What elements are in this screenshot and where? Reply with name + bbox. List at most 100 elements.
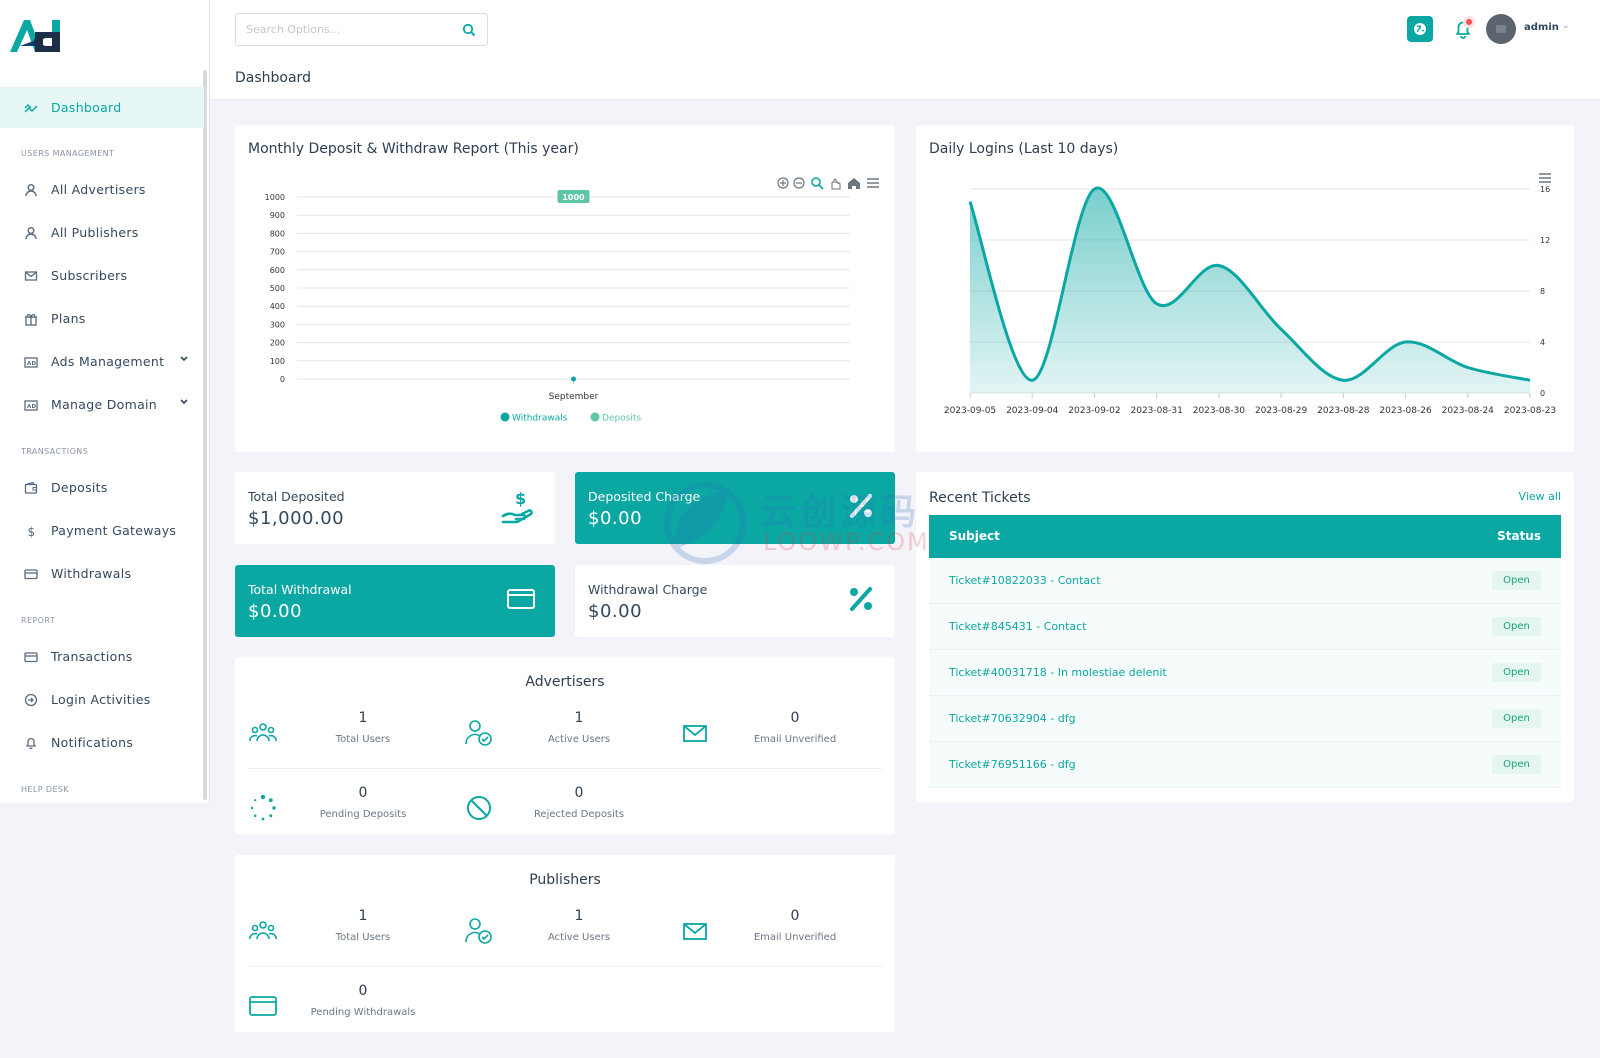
sidebar-item-label: Manage Domain <box>51 397 158 412</box>
sidebar-item-all-publishers[interactable]: All Publishers <box>0 211 204 254</box>
pending-withdrawals-label: Pending Withdrawals <box>310 1007 416 1018</box>
chart-menu-icon[interactable] <box>1539 173 1551 183</box>
sidebar-item-manage-domain[interactable]: AD Manage Domain <box>0 383 204 426</box>
active-users-stat: 1 Active Users <box>464 893 679 967</box>
publishers-row-1: 1 Total Users 1 Active Users 0 Email Unv… <box>248 893 882 967</box>
user-check-icon <box>464 718 494 748</box>
status-column-header: Status <box>1497 529 1541 543</box>
withdrawal-charge-value: $0.00 <box>588 601 643 622</box>
sidebar-item-notifications[interactable]: Notifications <box>0 721 204 764</box>
sidebar: Dashboard USERS MANAGEMENT All Advertisers… <box>0 0 210 803</box>
magnify-icon[interactable] <box>811 177 824 190</box>
sidebar-item-deposits[interactable]: Deposits <box>0 466 204 509</box>
zoom-out-icon[interactable] <box>793 177 805 189</box>
sidebar-item-label: All Publishers <box>51 225 139 240</box>
chevron-down-icon[interactable]: ⌄ <box>1562 21 1570 31</box>
legend-marker <box>590 412 600 422</box>
sidebar-item-label: Plans <box>51 311 86 326</box>
sidebar-item-subscribers[interactable]: Subscribers <box>0 254 204 297</box>
card-icon <box>24 567 38 581</box>
y-tick-label: 8 <box>1540 287 1545 296</box>
view-all-link[interactable]: View all <box>1518 490 1561 503</box>
ticket-subject-link[interactable]: Ticket#70632904 - dfg <box>949 712 1076 725</box>
sidebar-scrollbar[interactable] <box>203 70 207 800</box>
y-tick-label: 12 <box>1540 236 1550 245</box>
sidebar-item-label: All Advertisers <box>51 182 146 197</box>
notification-dot <box>1463 16 1475 28</box>
status-badge: Open <box>1492 663 1541 682</box>
home-icon[interactable] <box>848 178 860 189</box>
sidebar-item-payment-gateways[interactable]: $ Payment Gateways <box>0 509 204 552</box>
hand-holding-dollar-icon: $ <box>501 489 537 530</box>
y-tick-label: 600 <box>270 266 285 275</box>
advertisers-card: Advertisers 1 Total Users 1 Active Users… <box>235 657 895 834</box>
monthly-report-chart: 0 100 200 300 400 500 600 700 800 900 1000 Septembe… <box>265 177 879 424</box>
pan-icon[interactable] <box>831 178 841 190</box>
sidebar-item-all-advertisers[interactable]: All Advertisers <box>0 168 204 211</box>
withdrawal-charge-label: Withdrawal Charge <box>588 582 708 597</box>
x-tick-label: 2023-08-29 <box>1255 406 1308 416</box>
language-button[interactable] <box>1407 16 1433 42</box>
total-deposited-card: Total Deposited $1,000.00 $ <box>235 472 555 544</box>
y-tick-label: 0 <box>1540 389 1545 398</box>
rejected-deposits-label: Rejected Deposits <box>533 809 625 820</box>
menu-icon[interactable] <box>867 178 879 188</box>
email-unverified-value: 0 <box>790 710 800 726</box>
page-title: Dashboard <box>235 70 311 86</box>
svg-text:AD: AD <box>27 404 37 410</box>
series-line <box>968 186 1531 382</box>
sidebar-item-label: Dashboard <box>51 100 122 115</box>
email-unverified-label: Email Unverified <box>753 932 837 943</box>
sidebar-item-plans[interactable]: Plans <box>0 297 204 340</box>
svg-text:$: $ <box>515 490 526 508</box>
ticket-subject-link[interactable]: Ticket#10822033 - Contact <box>949 574 1101 587</box>
search-input[interactable] <box>236 14 436 45</box>
search-icon[interactable] <box>462 22 476 41</box>
sidebar-item-transactions[interactable]: Transactions <box>0 635 204 678</box>
x-tick-label: September <box>549 392 599 402</box>
wallet-icon <box>24 481 38 495</box>
user-icon <box>24 226 38 240</box>
total-deposited-label: Total Deposited <box>248 489 345 504</box>
email-unverified-value: 0 <box>790 908 800 924</box>
chevron-down-icon <box>180 354 188 365</box>
globe-icon <box>1414 23 1426 35</box>
y-tick-label: 200 <box>270 339 285 348</box>
sidebar-item-login-activities[interactable]: Login Activities <box>0 678 204 721</box>
y-tick-label: 800 <box>270 229 285 238</box>
total-users-value: 1 <box>358 710 368 726</box>
brand-logo[interactable] <box>8 16 68 56</box>
table-row: Ticket#76951166 - dfg Open <box>929 742 1561 788</box>
zoom-in-icon[interactable] <box>777 177 789 189</box>
envelope-icon <box>680 718 710 748</box>
avatar[interactable] <box>1486 14 1516 44</box>
ticket-subject-link[interactable]: Ticket#845431 - Contact <box>949 620 1087 633</box>
percent-icon <box>845 583 877 619</box>
monthly-report-title: Monthly Deposit & Withdraw Report (This … <box>248 141 579 157</box>
subject-column-header: Subject <box>949 529 1000 543</box>
user-name[interactable]: admin <box>1524 22 1559 33</box>
deposited-charge-card: Deposited Charge $0.00 <box>575 472 895 544</box>
withdrawal-charge-card: Withdrawal Charge $0.00 <box>575 565 895 637</box>
publishers-row-2: 0 Pending Withdrawals <box>248 968 882 1042</box>
rejected-deposits-value: 0 <box>574 785 584 801</box>
credit-card-icon <box>505 583 537 619</box>
nav-section-title: HELP DESK <box>21 785 70 794</box>
y-tick-label: 300 <box>270 320 285 329</box>
sidebar-item-withdrawals[interactable]: Withdrawals <box>0 552 204 595</box>
sidebar-item-dashboard[interactable]: Dashboard <box>0 87 204 128</box>
y-tick-label: 100 <box>270 357 285 366</box>
sidebar-item-ads-management[interactable]: AD Ads Management <box>0 340 204 383</box>
active-users-label: Active Users <box>547 932 611 943</box>
ticket-subject-link[interactable]: Ticket#76951166 - dfg <box>949 758 1076 771</box>
total-withdrawal-label: Total Withdrawal <box>248 582 352 597</box>
notifications-button[interactable] <box>1450 16 1476 42</box>
advertisers-row-1: 1 Total Users 1 Active Users 0 Email Unv… <box>248 695 882 769</box>
ban-icon <box>464 793 494 823</box>
total-users-stat: 1 Total Users <box>248 695 463 769</box>
ticket-subject-link[interactable]: Ticket#40031718 - In molestiae delenit <box>949 666 1167 679</box>
spinner-icon <box>248 793 278 823</box>
nav-section-title: REPORT <box>21 616 55 625</box>
pending-deposits-value: 0 <box>358 785 368 801</box>
table-row: Ticket#845431 - Contact Open <box>929 604 1561 650</box>
